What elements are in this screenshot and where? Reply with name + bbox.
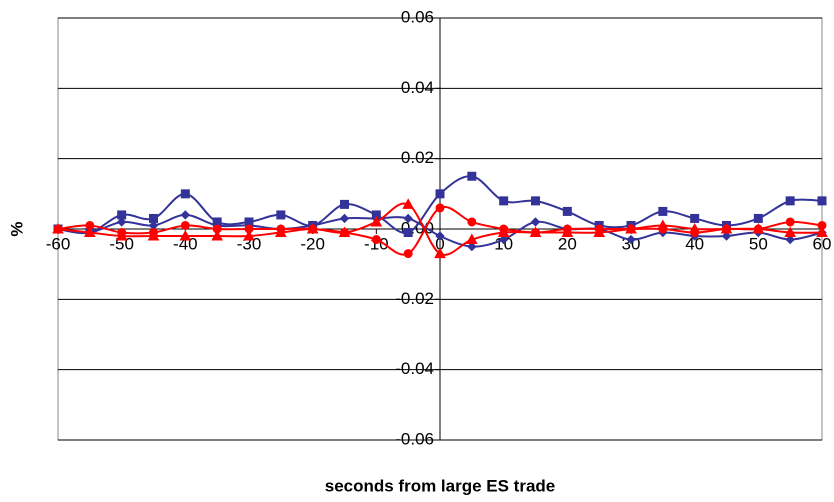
marker [180, 189, 190, 199]
x-tick-label: -30 [237, 234, 262, 253]
marker [370, 215, 383, 227]
marker [276, 210, 286, 220]
marker [179, 230, 192, 241]
marker [180, 210, 191, 220]
marker [116, 217, 127, 227]
marker [243, 230, 255, 241]
marker [688, 222, 701, 234]
y-tick-label: -0.02 [395, 289, 434, 308]
marker [529, 226, 542, 238]
marker [816, 226, 828, 238]
marker [656, 219, 669, 230]
marker [338, 226, 351, 238]
marker [785, 196, 795, 206]
marker [403, 213, 413, 224]
y-tick-label: 0.04 [401, 78, 434, 97]
marker [817, 196, 827, 206]
marker [562, 206, 572, 216]
y-tick-label: 0.02 [401, 148, 434, 167]
marker [593, 226, 606, 238]
marker [499, 196, 509, 206]
x-tick-label: 50 [749, 234, 768, 253]
marker [497, 226, 510, 238]
x-tick-label: -20 [300, 234, 325, 253]
marker [467, 171, 477, 181]
marker [658, 206, 668, 216]
marker [690, 213, 700, 223]
marker [274, 226, 287, 238]
marker [180, 220, 190, 230]
y-tick-label: -0.04 [395, 359, 434, 378]
marker [211, 230, 224, 241]
marker [52, 222, 64, 234]
marker [467, 217, 477, 227]
marker [371, 235, 381, 245]
marker [402, 198, 415, 209]
marker [720, 222, 733, 234]
marker [785, 217, 795, 227]
marker [530, 217, 541, 227]
x-tick-label: 60 [813, 234, 832, 253]
marker [561, 226, 574, 238]
marker [435, 231, 445, 241]
x-tick-label: -50 [109, 234, 134, 253]
y-tick-label: -0.06 [395, 429, 434, 448]
marker [467, 241, 477, 252]
marker [147, 230, 160, 241]
x-tick-label: 40 [685, 234, 704, 253]
marker [626, 234, 636, 245]
marker [465, 233, 478, 245]
x-tick-label: -40 [173, 234, 198, 253]
x-tick-label: -60 [46, 234, 71, 253]
marker [625, 222, 637, 234]
marker [306, 222, 319, 234]
marker [115, 230, 128, 241]
marker [752, 222, 765, 234]
marker [435, 189, 445, 199]
marker [339, 213, 350, 224]
marker [753, 213, 763, 223]
marker [784, 226, 797, 238]
x-tick-label: 0 [435, 234, 444, 253]
marker [435, 203, 445, 213]
marker [340, 199, 349, 209]
marker [434, 247, 446, 259]
marker [403, 249, 413, 259]
marker [83, 226, 96, 238]
y-axis-label: % [7, 221, 26, 236]
x-tick-label: 20 [558, 234, 577, 253]
marker [721, 231, 732, 241]
marker [403, 228, 413, 238]
marker [785, 234, 795, 245]
y-tick-label: 0.06 [401, 7, 434, 26]
marker [498, 234, 509, 245]
x-axis-label: seconds from large ES trade [325, 476, 556, 495]
marker [531, 196, 540, 206]
